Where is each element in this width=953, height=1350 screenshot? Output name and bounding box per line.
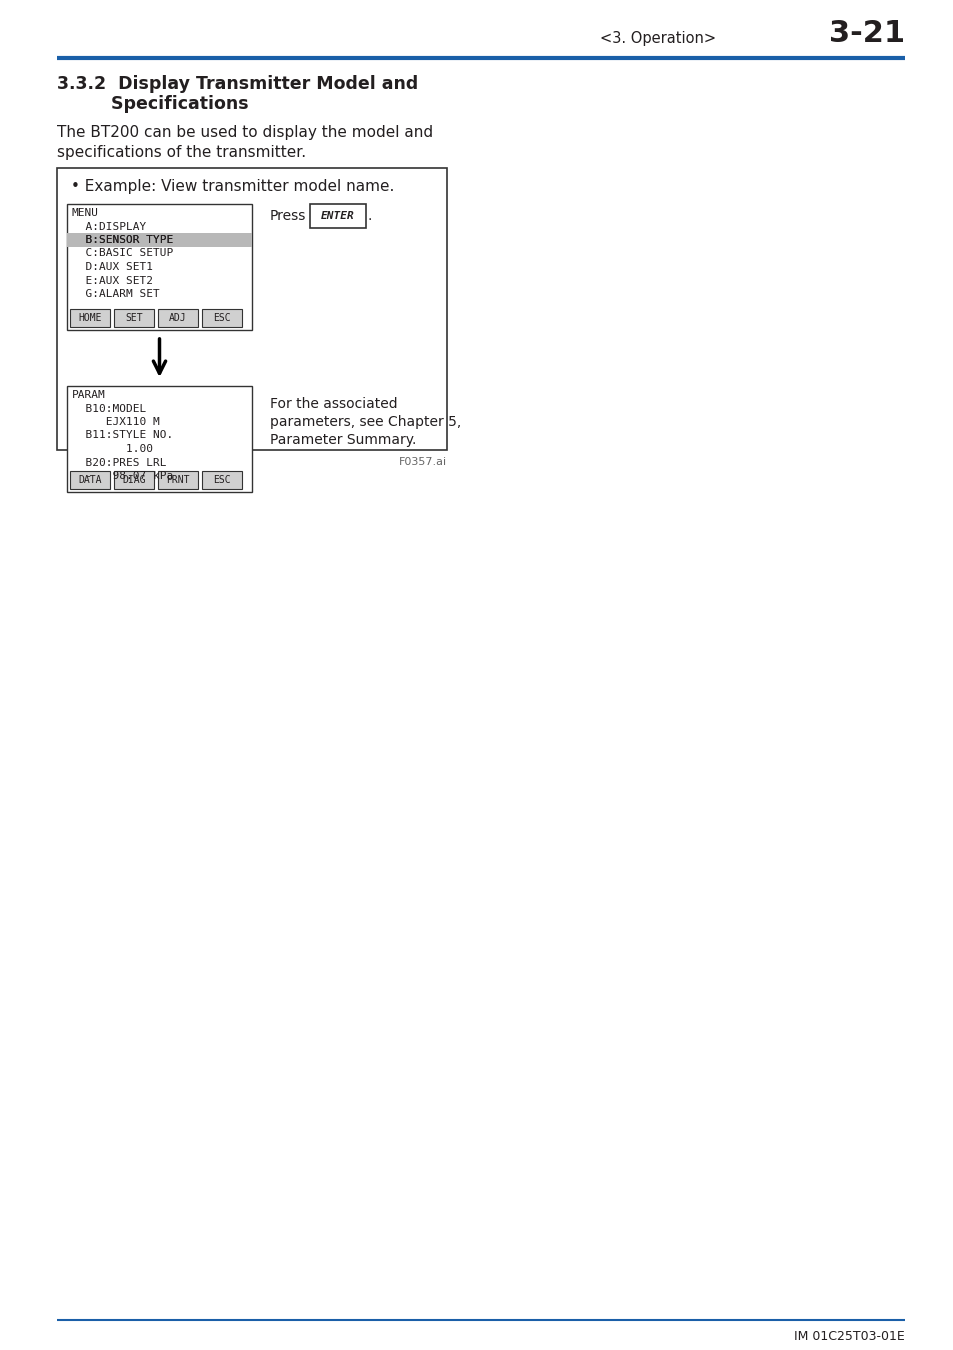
Text: G:ALARM SET: G:ALARM SET (71, 289, 159, 298)
FancyBboxPatch shape (113, 471, 153, 489)
FancyBboxPatch shape (158, 309, 198, 327)
Text: F0357.ai: F0357.ai (398, 458, 447, 467)
Text: A:DISPLAY: A:DISPLAY (71, 221, 146, 231)
FancyBboxPatch shape (158, 471, 198, 489)
Text: IM 01C25T03-01E: IM 01C25T03-01E (794, 1330, 904, 1342)
Bar (67, 386, 252, 491)
Text: PARAM: PARAM (71, 390, 106, 400)
Text: parameters, see Chapter 5,: parameters, see Chapter 5, (270, 414, 460, 429)
Text: ADJ: ADJ (169, 313, 187, 323)
Text: ENTER: ENTER (321, 211, 355, 221)
FancyBboxPatch shape (310, 204, 366, 228)
Text: • Example: View transmitter model name.: • Example: View transmitter model name. (71, 178, 394, 193)
Text: HOME: HOME (78, 313, 102, 323)
Text: C:BASIC SETUP: C:BASIC SETUP (71, 248, 173, 258)
Text: B:SENSOR TYPE: B:SENSOR TYPE (71, 235, 173, 244)
FancyBboxPatch shape (70, 309, 110, 327)
Text: EJX110 M: EJX110 M (71, 417, 159, 427)
Text: <3. Operation>: <3. Operation> (599, 31, 716, 46)
Text: 1.00: 1.00 (71, 444, 152, 454)
FancyBboxPatch shape (202, 471, 242, 489)
Text: 3-21: 3-21 (828, 19, 904, 49)
Text: B:SENSOR TYPE: B:SENSOR TYPE (71, 235, 173, 244)
Bar (67, 234, 252, 247)
Text: ESC: ESC (213, 475, 231, 485)
FancyBboxPatch shape (113, 309, 153, 327)
Text: Press: Press (270, 209, 306, 223)
Text: -   98.07 kPa: - 98.07 kPa (71, 471, 173, 481)
FancyBboxPatch shape (70, 471, 110, 489)
Text: DATA: DATA (78, 475, 102, 485)
Text: E:AUX SET2: E:AUX SET2 (71, 275, 152, 285)
Bar (57, 167, 447, 450)
Text: Parameter Summary.: Parameter Summary. (270, 433, 416, 447)
Text: PRNT: PRNT (166, 475, 190, 485)
Text: ESC: ESC (213, 313, 231, 323)
Text: SET: SET (125, 313, 143, 323)
Bar (67, 204, 252, 329)
Text: B11:STYLE NO.: B11:STYLE NO. (71, 431, 173, 440)
Text: D:AUX SET1: D:AUX SET1 (71, 262, 152, 271)
Text: B10:MODEL: B10:MODEL (71, 404, 146, 413)
Text: .: . (368, 209, 372, 223)
FancyBboxPatch shape (202, 309, 242, 327)
Text: Specifications: Specifications (57, 95, 249, 113)
Text: specifications of the transmitter.: specifications of the transmitter. (57, 144, 306, 159)
Text: MENU: MENU (71, 208, 99, 217)
Text: DIAG: DIAG (122, 475, 146, 485)
Text: 3.3.2  Display Transmitter Model and: 3.3.2 Display Transmitter Model and (57, 76, 417, 93)
Text: For the associated: For the associated (270, 397, 397, 410)
Text: The BT200 can be used to display the model and: The BT200 can be used to display the mod… (57, 126, 433, 140)
Text: B20:PRES LRL: B20:PRES LRL (71, 458, 167, 467)
